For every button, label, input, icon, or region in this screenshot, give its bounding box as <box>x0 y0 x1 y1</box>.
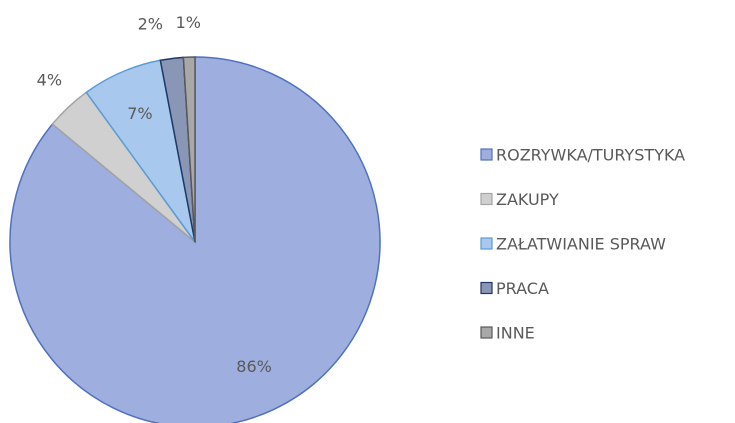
data-label: 2% <box>138 14 163 33</box>
legend-swatch <box>480 237 493 250</box>
legend-swatch <box>480 148 493 161</box>
legend-swatch <box>480 281 493 295</box>
data-label: 1% <box>176 13 201 32</box>
legend-label: INNE <box>496 324 535 343</box>
legend-label: ZAKUPY <box>496 190 559 209</box>
data-label: 4% <box>37 70 62 89</box>
legend-swatch <box>480 326 493 339</box>
legend-label: ZAŁATWIANIE SPRAW <box>496 235 666 254</box>
legend-swatch <box>480 192 493 206</box>
pie-slice <box>182 56 196 243</box>
legend-label: PRACA <box>496 279 549 298</box>
legend-label: ROZRYWKA/TURYSTYKA <box>496 146 685 165</box>
data-label: 86% <box>236 357 272 376</box>
data-label: 7% <box>127 104 152 123</box>
